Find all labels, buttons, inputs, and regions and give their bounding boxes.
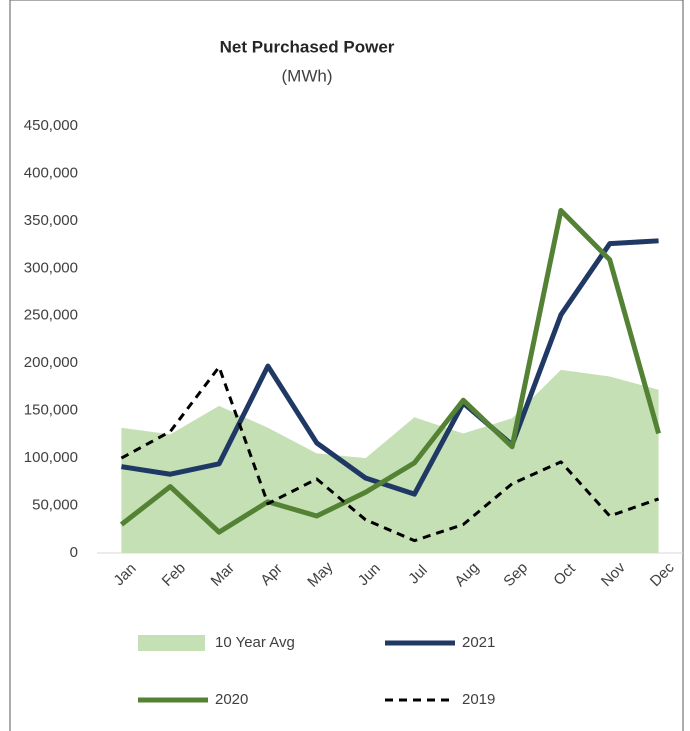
chart-title: Net Purchased Power [220, 37, 395, 56]
y-tick-label: 250,000 [24, 307, 78, 324]
area [121, 369, 659, 553]
line [120, 365, 660, 543]
legend-label: 2020 [215, 691, 248, 708]
x-tick-label: Jul [405, 562, 431, 588]
line [119, 207, 661, 535]
x-tick-label: Dec [647, 559, 678, 590]
legend-swatch [138, 635, 205, 651]
x-tick-label: May [304, 558, 336, 590]
x-tick-label: Nov [598, 559, 629, 590]
y-tick-label: 400,000 [24, 164, 78, 181]
x-tick-label: Feb [159, 559, 189, 589]
y-tick-label: 0 [70, 544, 78, 561]
y-tick-label: 300,000 [24, 259, 78, 276]
x-tick-label: Jun [355, 560, 384, 589]
chart-subtitle: (MWh) [282, 66, 333, 85]
x-tick-label: Oct [550, 560, 579, 589]
y-tick-label: 150,000 [24, 402, 78, 419]
y-tick-label: 350,000 [24, 212, 78, 229]
y-tick-label: 100,000 [24, 449, 78, 466]
x-tick-label: Mar [208, 559, 238, 589]
line [121, 238, 659, 497]
y-tick-label: 50,000 [32, 497, 78, 514]
legend-label: 10 Year Avg [215, 634, 295, 651]
y-tick-label: 450,000 [24, 117, 78, 134]
x-tick-label: Aug [451, 559, 482, 590]
frame [9, 0, 684, 731]
legend-label: 2021 [462, 634, 495, 651]
y-tick-label: 200,000 [24, 354, 78, 371]
x-tick-label: Jan [110, 560, 139, 589]
legend-label: 2019 [462, 691, 495, 708]
x-tick-label: Apr [257, 560, 286, 589]
x-tick-label: Sep [500, 559, 531, 590]
